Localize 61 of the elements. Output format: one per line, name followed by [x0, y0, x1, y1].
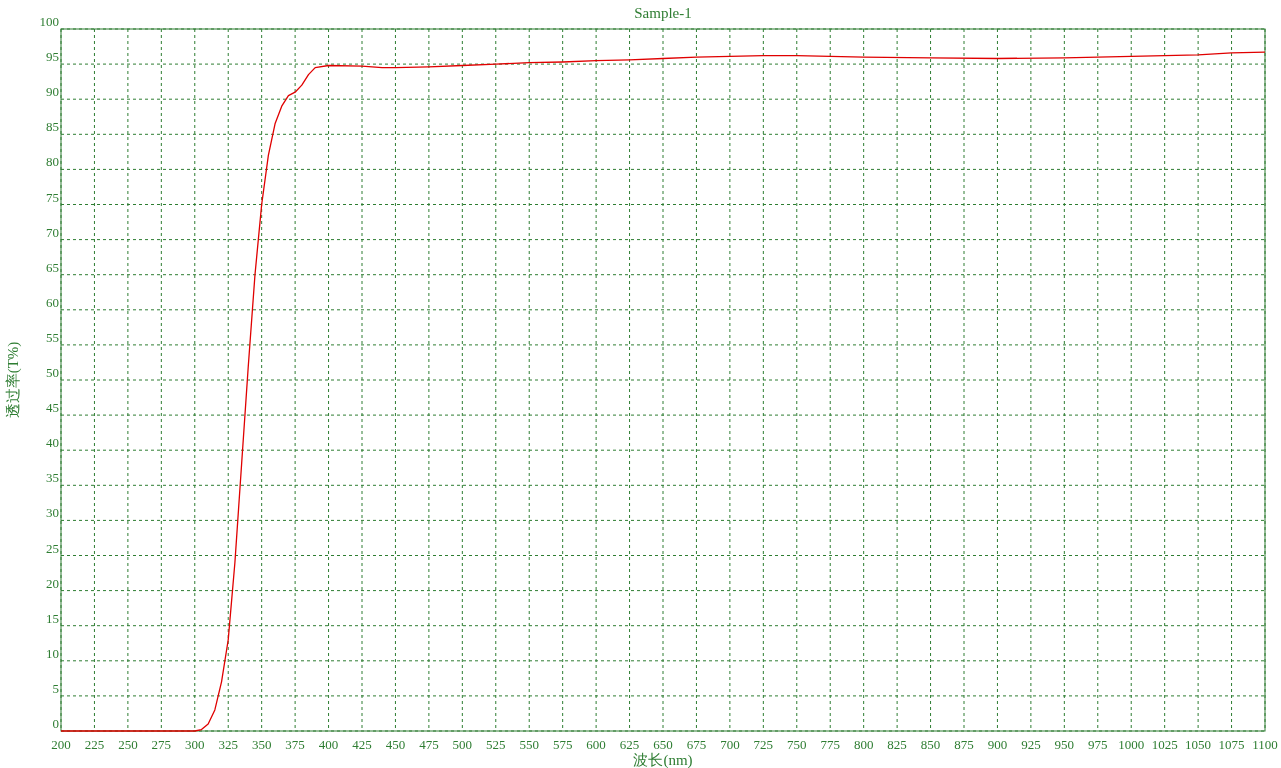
y-tick-label: 40: [46, 435, 59, 451]
x-tick-label: 225: [84, 737, 105, 752]
x-tick-label: 400: [318, 737, 339, 752]
x-tick-label: 875: [954, 737, 974, 752]
x-tick-label: 900: [987, 737, 1008, 752]
x-tick-label: 300: [185, 737, 205, 752]
x-tick-label: 425: [352, 737, 372, 752]
x-tick-label: 450: [385, 737, 406, 752]
y-axis-title: 透过率(T%): [5, 341, 22, 419]
x-tick-label: 550: [519, 737, 539, 752]
y-tick-label: 75: [46, 189, 59, 205]
chart-title: Sample-1: [634, 5, 692, 21]
x-tick-label: 725: [753, 737, 774, 752]
x-tick-label: 500: [452, 737, 473, 752]
x-tick-label: 625: [619, 737, 640, 752]
x-tick-label: 375: [285, 737, 305, 752]
x-tick-label: 650: [653, 737, 673, 752]
y-tick-label: 90: [46, 84, 59, 100]
y-tick-label: 80: [46, 154, 59, 170]
y-tick-label: 60: [46, 294, 59, 310]
y-tick-label: 5: [52, 680, 59, 696]
x-tick-label: 825: [887, 737, 907, 752]
y-tick-label: 30: [46, 505, 59, 521]
y-tick-label: 70: [46, 224, 59, 240]
y-tick-label: 25: [46, 540, 59, 556]
x-tick-label: 750: [787, 737, 807, 752]
x-tick-label: 775: [820, 737, 840, 752]
x-tick-label: 1100: [1252, 737, 1278, 752]
y-tick-label: 0: [52, 716, 59, 731]
x-tick-label: 275: [151, 737, 172, 752]
x-tick-label: 1050: [1185, 737, 1212, 752]
x-axis-title: 波长(nm): [633, 752, 693, 768]
y-tick-label: 15: [46, 610, 59, 626]
x-tick-label: 350: [251, 737, 272, 752]
x-tick-label: 525: [486, 737, 506, 752]
x-tick-label: 325: [218, 737, 238, 752]
y-tick-label: 85: [46, 119, 59, 135]
x-tick-label: 575: [552, 737, 573, 752]
y-tick-label: 55: [46, 329, 59, 345]
y-tick-label: 20: [46, 575, 59, 591]
y-tick-label: 35: [46, 470, 59, 486]
x-tick-label: 200: [51, 737, 71, 752]
y-tick-label: 100: [39, 14, 59, 29]
x-tick-label: 975: [1088, 737, 1108, 752]
x-tick-label: 950: [1054, 737, 1075, 752]
x-tick-label: 700: [720, 737, 740, 752]
x-tick-label: 1025: [1151, 737, 1178, 752]
x-tick-label: 475: [419, 737, 439, 752]
x-tick-label: 800: [853, 737, 874, 752]
y-tick-label: 50: [46, 365, 59, 380]
x-tick-label: 1075: [1218, 737, 1245, 752]
y-tick-label: 95: [46, 49, 59, 65]
x-tick-label: 675: [686, 737, 707, 752]
x-tick-label: 850: [920, 737, 941, 752]
y-tick-label: 65: [46, 259, 59, 275]
x-tick-label: 250: [118, 737, 138, 752]
x-tick-label: 1000: [1118, 737, 1145, 752]
y-tick-label: 45: [46, 400, 59, 416]
y-tick-label: 10: [46, 645, 59, 661]
x-tick-label: 600: [586, 737, 606, 752]
x-tick-label: 925: [1021, 737, 1041, 752]
